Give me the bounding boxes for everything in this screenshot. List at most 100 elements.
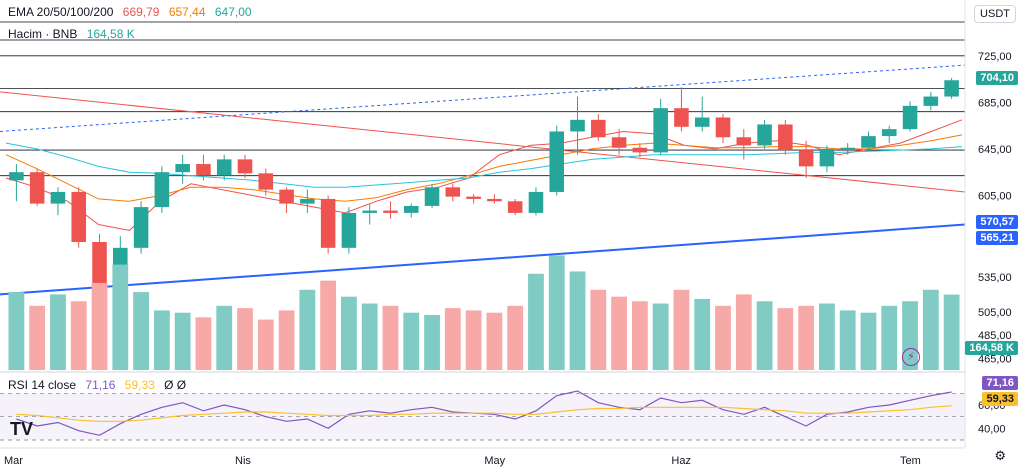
candle-body: [196, 164, 211, 176]
rsi-tag: 71,16: [982, 376, 1018, 390]
candle-body: [923, 96, 939, 106]
volume-pane: [8, 255, 960, 370]
price-axis-label: 605,00: [978, 190, 1012, 202]
rsi-legend[interactable]: RSI 14 close 71,16 59,33 Ø Ø: [8, 378, 192, 392]
candle-body: [840, 147, 855, 149]
volume-bar: [715, 305, 731, 370]
volume-bar: [424, 315, 440, 370]
volume-bar: [486, 312, 503, 370]
volume-bar: [694, 298, 711, 370]
candle-body: [362, 210, 377, 213]
volume-bar: [528, 273, 544, 370]
rsi-pane: [0, 371, 965, 441]
rsi-legend-label: RSI 14 close: [8, 378, 77, 392]
volume-bar: [611, 296, 627, 370]
candle-body: [341, 212, 357, 248]
candle-body: [466, 196, 481, 199]
candle-body: [300, 198, 315, 204]
candle-body: [944, 80, 959, 97]
rsi-value-3: Ø Ø: [164, 378, 187, 392]
volume-bar: [278, 310, 295, 370]
dashed-trendline: [0, 64, 966, 132]
candle-body: [9, 172, 24, 181]
volume-bar: [839, 310, 856, 370]
candle-body: [154, 172, 170, 208]
volume-bar: [548, 255, 565, 370]
volume-bar: [153, 310, 170, 370]
candle-body: [403, 205, 419, 213]
candle-body: [694, 117, 710, 127]
time-axis-label: Nis: [235, 455, 251, 467]
candle-body: [861, 136, 876, 148]
price-tag-support-2: 565,21: [976, 231, 1018, 245]
volume-bar: [70, 301, 87, 370]
volume-bar: [237, 308, 253, 370]
time-axis-label: Tem: [900, 455, 921, 467]
candle-body: [778, 124, 793, 151]
candle-body: [570, 119, 585, 132]
gear-icon[interactable]: ⚙: [994, 448, 1006, 463]
volume-tag: 164,58 K: [965, 341, 1018, 355]
volume-bar: [8, 292, 25, 370]
volume-bar: [590, 289, 607, 370]
candle-body: [715, 117, 731, 138]
price-axis-label: 465,00: [978, 353, 1012, 365]
volume-bar: [756, 301, 773, 370]
volume-bar: [133, 292, 149, 370]
volume-bar: [881, 305, 898, 370]
candle-body: [632, 147, 648, 153]
volume-bar: [507, 305, 524, 370]
rsi-axis-label: 40,00: [978, 423, 1006, 435]
volume-bar: [444, 308, 461, 370]
ema-value-2: 657,44: [168, 5, 206, 19]
price-axis-label: 645,00: [978, 144, 1012, 156]
candle-body: [549, 131, 565, 192]
volume-bar: [299, 289, 316, 370]
candle-body: [279, 189, 294, 204]
price-tag-support-1: 570,57: [976, 215, 1018, 229]
lightning-icon[interactable]: ⚡: [902, 348, 920, 366]
volume-legend[interactable]: Hacim · BNB 164,58 K: [8, 27, 141, 41]
rsi-ma-tag: 59,33: [982, 392, 1018, 406]
volume-bar: [341, 296, 357, 370]
candle-body: [237, 159, 253, 174]
price-axis-label: 485,00: [978, 330, 1012, 342]
volume-bar: [777, 308, 794, 370]
ema-value-1: 669,79: [122, 5, 160, 19]
volume-bar: [50, 294, 66, 370]
candle-body: [487, 198, 502, 202]
ema-legend-label: EMA 20/50/100/200: [8, 5, 114, 19]
candle-body: [320, 198, 336, 248]
volume-bar: [361, 303, 378, 370]
candle-body: [258, 173, 274, 190]
candle-body: [591, 119, 606, 138]
volume-bar: [112, 264, 129, 370]
price-axis-label: 685,00: [978, 97, 1012, 109]
volume-bar: [465, 310, 482, 370]
rsi-ma-line: [16, 405, 952, 422]
rsi-value-1: 71,16: [85, 378, 116, 392]
volume-bar: [403, 312, 420, 370]
volume-bar: [673, 289, 690, 370]
volume-bar: [943, 294, 960, 370]
currency-selector[interactable]: USDT: [974, 5, 1016, 23]
volume-bar: [652, 303, 669, 370]
ema-legend[interactable]: EMA 20/50/100/200 669,79 657,44 647,00: [8, 5, 258, 19]
volume-bar: [819, 303, 835, 370]
support-trendline: [0, 223, 966, 296]
candle-body: [29, 172, 45, 204]
price-axis-label: 505,00: [978, 307, 1012, 319]
ema-value-3: 647,00: [214, 5, 252, 19]
candle-body: [902, 105, 918, 130]
time-axis-label: Mar: [4, 455, 23, 467]
volume-bar: [798, 305, 815, 370]
volume-bar: [922, 289, 939, 370]
tradingview-logo: TV: [10, 419, 34, 439]
volume-legend-value: 164,58 K: [86, 27, 135, 41]
candle-body: [881, 129, 897, 137]
candle-body: [175, 164, 190, 173]
